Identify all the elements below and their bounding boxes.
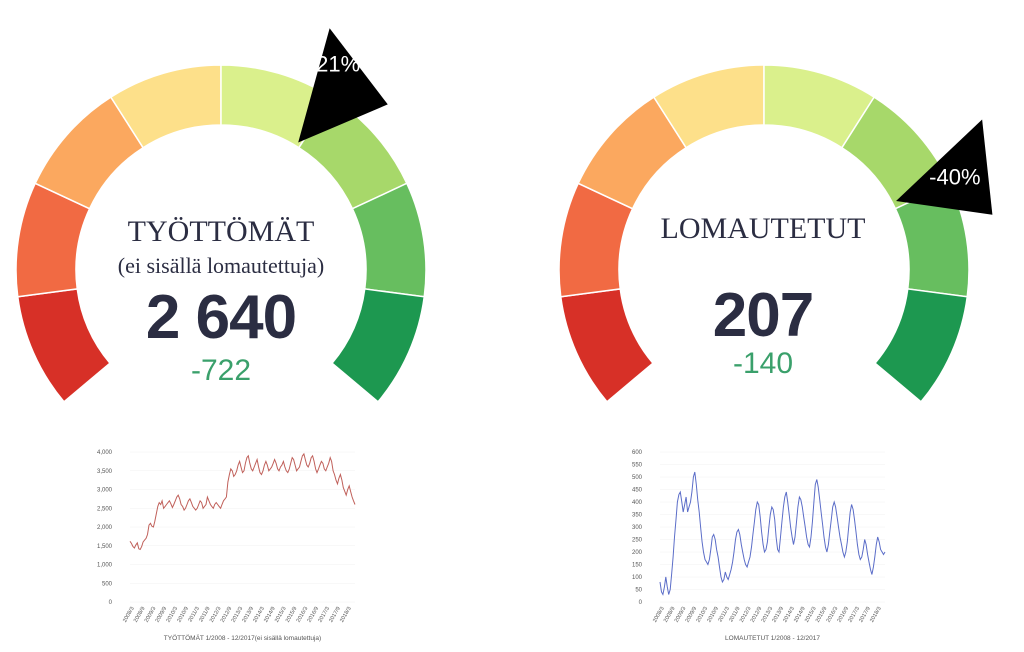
line-chart-unemployed: 05001,0001,5002,0002,5003,0003,5004,0002… — [97, 450, 356, 642]
y-tick-label: 300 — [632, 525, 643, 531]
gauge-value: 2 640 — [145, 283, 297, 352]
y-tick-label: 250 — [632, 538, 643, 544]
gauge-panel-unemployed: -21% TYÖTTÖMÄT (ei sisällä lomautettuja)… — [15, 28, 427, 642]
series-line — [659, 471, 886, 596]
gauge-segment — [331, 288, 426, 403]
x-axis-label: LOMAUTETUT 1/2008 - 12/2017 — [725, 635, 820, 642]
gauge-unemployed: -21% — [15, 28, 427, 403]
y-tick-label: 3,000 — [97, 488, 113, 494]
y-tick-label: 50 — [635, 588, 642, 594]
y-tick-label: 100 — [632, 575, 643, 581]
gauge-delta: -722 — [190, 354, 252, 387]
line-chart-laid-off: 0501001502002503003504004505005506002008… — [632, 450, 886, 642]
y-tick-label: 3,500 — [97, 469, 113, 475]
gauge-segment — [874, 288, 969, 403]
y-tick-label: 2,500 — [97, 506, 113, 512]
y-tick-label: 1,500 — [97, 544, 113, 550]
y-tick-label: 350 — [632, 513, 643, 519]
gauge-subtitle: (ei sisällä lomautettuja) — [117, 253, 325, 278]
y-tick-label: 450 — [632, 488, 643, 494]
gauge-laid-off: -40% — [558, 64, 993, 403]
y-tick-label: 500 — [632, 475, 643, 481]
y-tick-label: 500 — [102, 581, 113, 587]
y-tick-label: 1,000 — [97, 563, 113, 569]
y-tick-label: 0 — [109, 600, 113, 606]
gauge-title: LOMAUTETUT — [660, 212, 866, 245]
y-tick-label: 200 — [632, 550, 643, 556]
series-line — [129, 452, 356, 551]
gauge-indicator — [896, 119, 993, 215]
gauge-delta: -140 — [732, 347, 794, 380]
y-tick-label: 150 — [632, 563, 643, 569]
gauge-indicator-label: -21% — [309, 52, 360, 77]
gauge-panel-laid-off: -40% LOMAUTETUT 207 -140 0 50 100 150 200 250… — [540, 0, 1024, 652]
y-tick-label: 400 — [632, 500, 643, 506]
gauge-value: 207 — [712, 281, 814, 350]
gauge-indicator — [298, 28, 388, 143]
y-tick-label: 0 — [639, 600, 643, 606]
y-tick-label: 4,000 — [97, 450, 113, 456]
gauge-title: TYÖTTÖMÄT — [127, 215, 315, 248]
gauge-indicator-label: -40% — [929, 164, 980, 189]
y-tick-label: 550 — [632, 463, 643, 469]
x-axis-label: TYÖTTÖMÄT 1/2008 - 12/2017(ei sisällä lo… — [164, 634, 321, 642]
y-tick-label: 2,000 — [97, 525, 113, 531]
y-tick-label: 600 — [632, 450, 643, 456]
